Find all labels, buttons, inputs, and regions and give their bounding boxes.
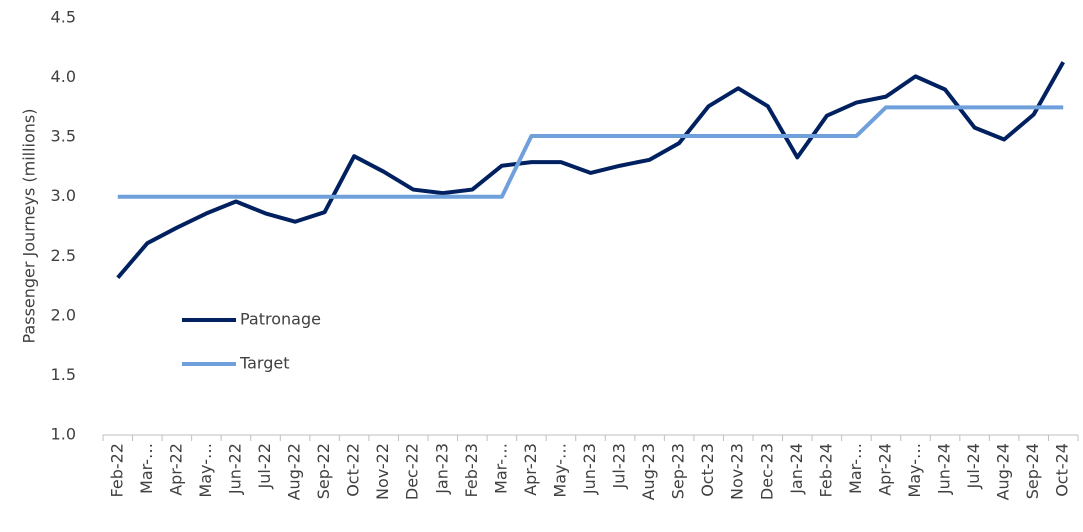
y-tick-label: 2.0	[51, 305, 76, 324]
y-axis-label: Passenger Journeys (millions)	[20, 109, 39, 344]
x-tick-label: Mar-…	[491, 443, 510, 494]
y-tick-label: 4.5	[51, 8, 76, 27]
x-tick-label: Oct-22	[344, 443, 363, 497]
x-tick-label: Oct-23	[698, 443, 717, 497]
y-tick-label: 1.0	[51, 425, 76, 444]
x-tick-label: Feb-22	[107, 443, 126, 497]
x-tick-label: Feb-23	[462, 443, 481, 497]
x-tick-label: Aug-24	[994, 443, 1013, 500]
x-tick-label: Nov-23	[728, 443, 747, 500]
line-series	[116, 61, 1065, 280]
y-tick-label: 3.5	[51, 127, 76, 146]
y-tick-label: 3.0	[51, 186, 76, 205]
x-tick-label: Mar-…	[137, 443, 156, 494]
x-tick-label: May-…	[905, 443, 924, 498]
x-tick-label: Jun-24	[935, 443, 954, 495]
x-tick-label: Nov-22	[373, 443, 392, 500]
x-tick-label: Sep-24	[1023, 443, 1042, 499]
x-tick-label: Jun-23	[580, 443, 599, 495]
x-tick-label: Jul-24	[964, 443, 983, 489]
x-tick-label: Apr-24	[875, 443, 894, 496]
x-tick-label: Mar-…	[846, 443, 865, 494]
legend-label: Patronage	[240, 310, 321, 329]
x-tick-label: Jun-22	[225, 443, 244, 495]
x-tick-label: May-…	[550, 443, 569, 498]
x-tick-label: Feb-24	[816, 443, 835, 497]
x-tick-label: Sep-22	[314, 443, 333, 499]
x-tick-label: Aug-22	[285, 443, 304, 500]
y-tick-label: 1.5	[51, 365, 76, 384]
x-tick-label: Jul-23	[610, 443, 629, 489]
y-tick-label: 4.0	[51, 67, 76, 86]
x-tick-label: Jul-22	[255, 443, 274, 489]
x-tick-label: Apr-22	[166, 443, 185, 496]
y-tick-label: 2.5	[51, 246, 76, 265]
x-tick-label: Sep-23	[669, 443, 688, 499]
x-tick-label: Jan-24	[787, 443, 806, 495]
legend-label: Target	[239, 354, 290, 373]
x-tick-label: Apr-23	[521, 443, 540, 496]
x-tick-label: May-…	[196, 443, 215, 498]
x-tick-label: Dec-23	[757, 443, 776, 500]
x-tick-label: Aug-23	[639, 443, 658, 500]
x-tick-label: Jan-23	[432, 443, 451, 495]
line-series	[117, 105, 1064, 199]
x-tick-label: Dec-22	[403, 443, 422, 500]
x-tick-label: Oct-24	[1053, 443, 1072, 497]
